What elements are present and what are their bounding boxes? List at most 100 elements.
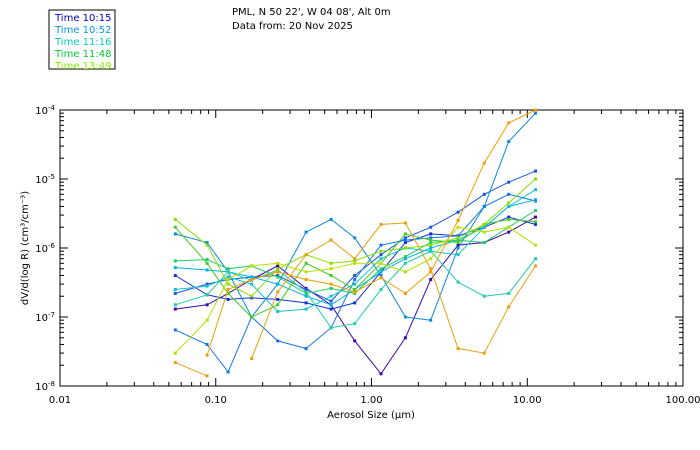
data-point [329, 294, 333, 298]
data-point [205, 268, 209, 272]
data-point [379, 274, 383, 277]
data-point [205, 282, 209, 286]
data-point [379, 253, 383, 257]
data-point [353, 282, 357, 286]
data-point [250, 357, 254, 360]
data-point [379, 222, 383, 226]
data-point [403, 238, 407, 242]
data-point [250, 315, 254, 319]
data-point [456, 280, 460, 284]
legend-entry: Time 13:49 [54, 61, 111, 72]
series-line [175, 361, 208, 377]
data-point [173, 225, 177, 229]
data-point [534, 177, 537, 181]
data-point [173, 303, 177, 307]
data-point [205, 353, 209, 357]
data-point [353, 274, 357, 277]
data-point [429, 225, 433, 229]
data-point [276, 267, 280, 271]
data-point [379, 288, 383, 291]
x-tick-label: 0.01 [49, 395, 71, 406]
data-point [429, 238, 433, 242]
data-point [173, 266, 177, 270]
data-point [226, 278, 230, 281]
data-point [226, 291, 230, 295]
y-tick-label: 10-8 [35, 380, 55, 393]
data-point [173, 232, 177, 236]
data-point [456, 236, 460, 240]
y-tick-label: 10-5 [35, 173, 55, 186]
data-point [403, 221, 407, 225]
data-point [534, 215, 537, 219]
data-point [304, 230, 308, 234]
data-point [276, 290, 280, 294]
data-point [507, 192, 511, 196]
data-point [226, 370, 230, 374]
data-point [379, 261, 383, 265]
data-point [429, 270, 433, 274]
data-point [276, 339, 280, 343]
data-point [173, 259, 177, 263]
data-point [173, 351, 177, 355]
data-point [304, 307, 308, 311]
y-tick-label: 10-6 [35, 242, 55, 255]
data-point [353, 339, 357, 343]
data-point [403, 255, 407, 259]
series-s13 [173, 221, 537, 378]
data-point [429, 241, 433, 244]
data-point [276, 303, 280, 307]
x-tick-label: 1.00 [360, 395, 382, 406]
data-point [379, 267, 383, 271]
data-point [250, 275, 254, 279]
y-axis-label: dV/d(log R) (cm³/cm⁻³) [20, 191, 31, 305]
data-point [403, 270, 407, 274]
data-point [353, 261, 357, 265]
data-point [205, 241, 209, 244]
legend-entry: Time 10:52 [54, 25, 111, 36]
data-point [456, 241, 460, 244]
data-point [304, 288, 308, 291]
data-point [456, 210, 460, 214]
data-point [507, 180, 511, 184]
data-point [379, 249, 383, 253]
data-point [353, 278, 357, 281]
data-point [304, 253, 308, 257]
data-point [205, 374, 209, 378]
data-point [304, 294, 308, 298]
data-point [173, 360, 177, 364]
data-point [456, 219, 460, 222]
data-point [250, 282, 254, 286]
data-point [353, 322, 357, 326]
data-point [173, 328, 177, 332]
data-point [304, 270, 308, 274]
data-point [226, 275, 230, 279]
data-point [456, 238, 460, 242]
data-point [429, 318, 433, 322]
data-point [534, 108, 537, 112]
series-line [251, 222, 536, 359]
data-point [329, 326, 333, 330]
data-point [205, 261, 209, 265]
data-point [429, 267, 433, 271]
legend-entry: Time 11:16 [54, 37, 111, 48]
data-point [353, 290, 357, 294]
data-point [482, 205, 486, 208]
series-line [206, 109, 536, 356]
data-point [205, 258, 209, 262]
data-point [403, 261, 407, 265]
data-point [329, 282, 333, 286]
data-point [353, 259, 357, 263]
data-point [507, 121, 511, 125]
legend-box [48, 9, 116, 70]
data-point [304, 278, 308, 281]
data-point [429, 246, 433, 250]
data-point [403, 236, 407, 240]
data-point [429, 249, 433, 253]
data-point [276, 264, 280, 268]
data-point [403, 257, 407, 261]
x-tick-label: 10.00 [513, 395, 542, 406]
data-point [403, 241, 407, 244]
data-point [429, 236, 433, 240]
data-point [507, 225, 511, 229]
